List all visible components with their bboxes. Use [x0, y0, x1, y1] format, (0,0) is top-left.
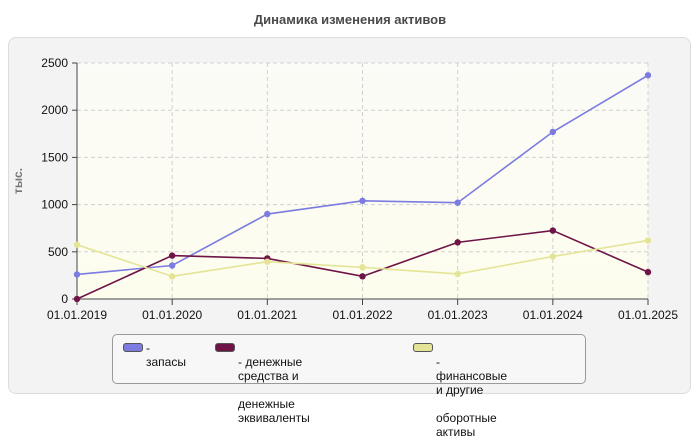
x-tick-label: 01.01.2021 — [237, 308, 297, 322]
legend-label-cash-line1: - денежные средства и — [238, 355, 303, 383]
legend-label-cash: - денежные средства и денежные эквивален… — [238, 341, 310, 425]
legend-swatch-zapasy — [123, 343, 143, 352]
y-tick-label: 500 — [48, 245, 68, 259]
y-axis-label: тыс. — [11, 168, 25, 194]
legend-label-financial-line2: оборотные активы — [436, 411, 497, 439]
legend: - запасы - денежные средства и денежные … — [112, 334, 586, 439]
x-tick-label: 01.01.2022 — [332, 308, 392, 322]
data-point-s0-5 — [549, 128, 557, 136]
chart-canvas: 0 500 1000 1500 2000 2500 01.01.2019 01.01.2020… — [11, 56, 678, 322]
data-point-s0-2 — [264, 210, 271, 218]
data-point-s0-4 — [454, 199, 461, 206]
x-tick-label: 01.01.2025 — [618, 308, 678, 322]
data-point-s2-3 — [359, 264, 366, 271]
y-tick-label: 1500 — [41, 150, 68, 164]
y-tick-label: 2000 — [41, 103, 68, 117]
data-point-s1-5 — [549, 227, 557, 234]
legend-label-financial-line1: - финансовые и другие — [436, 355, 507, 397]
data-point-s2-5 — [549, 253, 557, 260]
y-tick-label: 1000 — [41, 198, 68, 212]
data-point-s0-3 — [359, 197, 366, 205]
data-point-s2-2 — [264, 258, 271, 265]
data-point-s2-0 — [73, 241, 81, 248]
data-point-s0-0 — [73, 271, 81, 278]
data-point-s1-6 — [644, 268, 652, 276]
data-point-s1-3 — [359, 273, 366, 280]
legend-swatch-cash — [215, 343, 235, 352]
y-tick-label: 2500 — [41, 56, 68, 70]
x-tick-label: 01.01.2023 — [428, 308, 488, 322]
data-point-s1-1 — [168, 252, 176, 259]
legend-swatch-financial — [413, 343, 433, 352]
data-point-s0-1 — [168, 262, 176, 269]
data-point-s2-4 — [454, 270, 461, 278]
legend-label-zapasy: - запасы — [146, 341, 186, 369]
chart-title: Динамика изменения активов — [253, 12, 447, 27]
legend-label-financial: - финансовые и другие оборотные активы — [436, 341, 507, 439]
x-tick-label: 01.01.2019 — [47, 308, 107, 322]
x-tick-label: 01.01.2024 — [523, 308, 583, 322]
y-tick-label: 0 — [61, 292, 68, 306]
x-tick-label: 01.01.2020 — [142, 308, 202, 322]
data-point-s0-6 — [644, 72, 652, 79]
data-point-s2-1 — [168, 273, 176, 280]
data-point-s2-6 — [644, 237, 652, 244]
data-point-s1-4 — [454, 239, 461, 246]
legend-label-cash-line2: денежные эквиваленты — [238, 397, 310, 425]
data-point-s1-0 — [73, 295, 81, 303]
